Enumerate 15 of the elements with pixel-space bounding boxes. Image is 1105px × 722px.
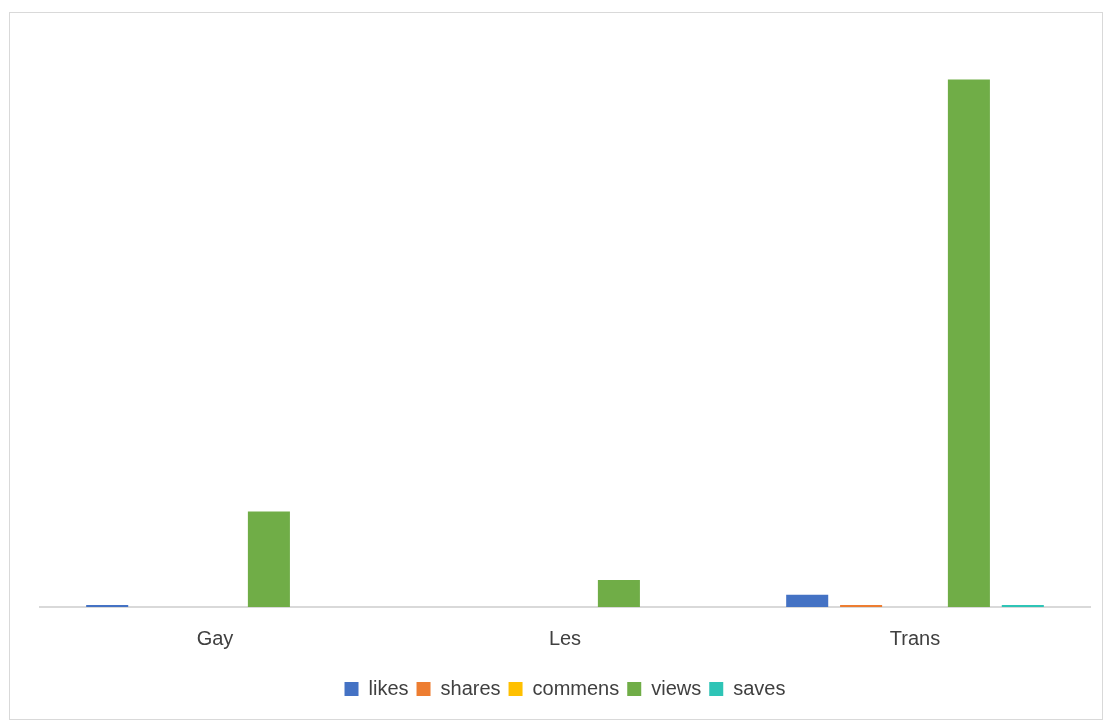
legend-label: shares xyxy=(440,676,501,699)
bar xyxy=(947,79,990,607)
bar xyxy=(247,511,290,607)
x-tick-label: Trans xyxy=(889,626,941,649)
x-tick-label: Les xyxy=(548,626,582,649)
bar xyxy=(1001,604,1044,607)
legend-label: views xyxy=(651,676,702,699)
bar xyxy=(786,594,829,607)
legend-label: saves xyxy=(733,676,786,699)
bar xyxy=(597,580,640,607)
legend-label: commens xyxy=(532,676,620,699)
bar xyxy=(86,604,129,607)
x-tick-label: Gay xyxy=(196,626,234,649)
legend-label: likes xyxy=(368,676,409,699)
bar xyxy=(840,604,883,607)
